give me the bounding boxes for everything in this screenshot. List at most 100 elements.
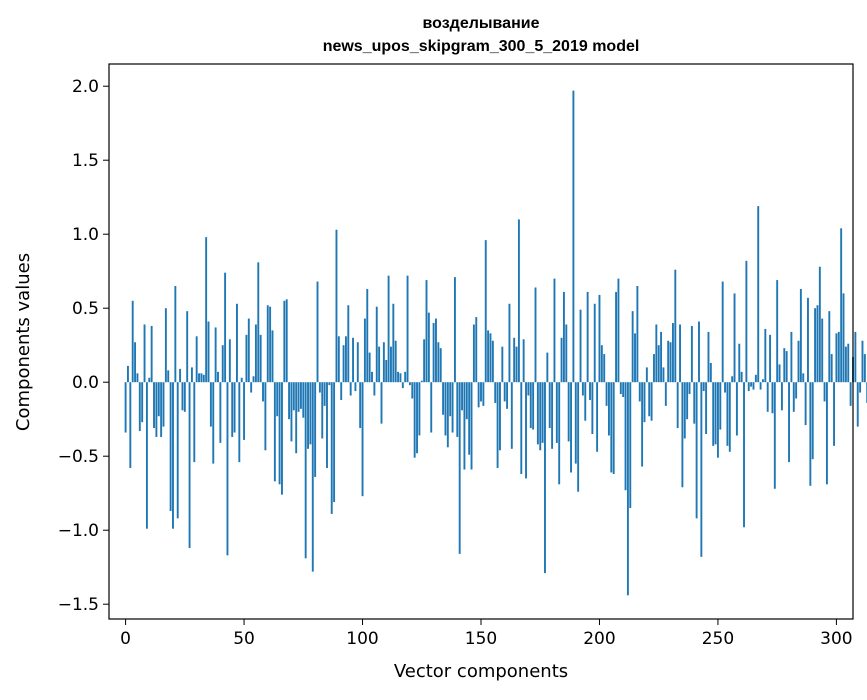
- bar: [212, 382, 215, 464]
- bar: [461, 382, 463, 411]
- bar: [790, 331, 793, 383]
- bar: [411, 382, 414, 399]
- bar: [382, 342, 385, 383]
- bar: [555, 382, 558, 443]
- x-axis-ticks: 0 50 100 150 200 250 300: [120, 619, 853, 649]
- bar: [399, 373, 402, 383]
- bar: [250, 382, 253, 393]
- bar: [193, 382, 196, 463]
- bar: [821, 318, 824, 383]
- bar: [307, 382, 309, 449]
- y-tick-label: 1.5: [72, 151, 99, 171]
- bar: [681, 382, 684, 488]
- bar: [700, 382, 703, 557]
- bar: [240, 377, 243, 383]
- bar: [335, 229, 338, 383]
- bar: [356, 342, 359, 383]
- bar: [551, 382, 554, 449]
- bar: [496, 382, 499, 469]
- bar: [754, 374, 757, 383]
- bar: [302, 382, 305, 418]
- x-tick-label: 250: [702, 629, 734, 649]
- chart-subtitle: news_upos_skipgram_300_5_2019 model: [323, 38, 640, 55]
- bar: [188, 382, 191, 548]
- bar: [615, 291, 618, 383]
- bar: [740, 371, 743, 383]
- bar: [842, 293, 845, 383]
- bar: [510, 382, 513, 449]
- bar: [344, 336, 347, 383]
- bar: [520, 382, 523, 474]
- bar: [833, 382, 835, 446]
- bar: [707, 331, 710, 383]
- bar: [217, 371, 219, 383]
- bar: [380, 382, 383, 424]
- bar: [397, 371, 400, 383]
- bar: [539, 382, 542, 451]
- bar: [472, 324, 475, 383]
- bar: [314, 382, 317, 477]
- bar: [150, 325, 153, 383]
- bar: [271, 330, 274, 383]
- y-tick-label: 1.0: [72, 225, 99, 245]
- bar: [354, 382, 357, 392]
- bar: [764, 328, 767, 383]
- bar: [650, 382, 653, 421]
- bar: [513, 337, 516, 383]
- bar: [392, 303, 395, 383]
- plot-frame: [108, 63, 854, 620]
- bar: [276, 382, 279, 417]
- bar: [695, 382, 698, 519]
- bar: [238, 382, 241, 463]
- bar: [207, 321, 210, 383]
- bar: [671, 323, 674, 383]
- bar: [418, 382, 421, 436]
- bar: [371, 371, 373, 383]
- bar: [269, 306, 272, 383]
- bar: [236, 303, 238, 383]
- bar: [155, 382, 158, 437]
- bar: [326, 382, 328, 469]
- bar: [802, 373, 805, 383]
- bar: [596, 382, 599, 452]
- bar: [437, 342, 440, 383]
- x-tick-label: 200: [583, 629, 615, 649]
- bar: [766, 382, 769, 412]
- bar: [446, 382, 449, 448]
- x-tick-label: 50: [233, 629, 255, 649]
- bar: [828, 311, 831, 383]
- bar: [439, 348, 442, 383]
- bar: [475, 317, 478, 383]
- bar: [584, 382, 587, 421]
- bar: [757, 206, 760, 383]
- bar: [482, 382, 485, 406]
- bar: [612, 382, 615, 474]
- bar: [442, 382, 445, 415]
- bar: [619, 382, 622, 395]
- bar: [721, 281, 724, 383]
- bar: [127, 365, 129, 383]
- bar: [662, 367, 665, 383]
- bar: [169, 382, 172, 511]
- bar: [349, 382, 352, 396]
- bar: [233, 382, 236, 433]
- bar: [226, 382, 229, 556]
- bar: [527, 382, 530, 396]
- bar: [570, 382, 572, 473]
- bar: [610, 382, 613, 473]
- bar: [709, 362, 712, 383]
- bar: [712, 382, 715, 446]
- bar: [179, 368, 182, 383]
- bar: [553, 278, 556, 383]
- bar: [674, 269, 677, 383]
- bar: [316, 281, 319, 383]
- bar: [138, 382, 141, 432]
- bar: [420, 380, 423, 383]
- bar: [667, 340, 670, 383]
- bar: [219, 382, 222, 443]
- bar: [622, 382, 625, 397]
- bar: [840, 228, 843, 383]
- bar: [311, 382, 314, 572]
- bar: [830, 354, 833, 383]
